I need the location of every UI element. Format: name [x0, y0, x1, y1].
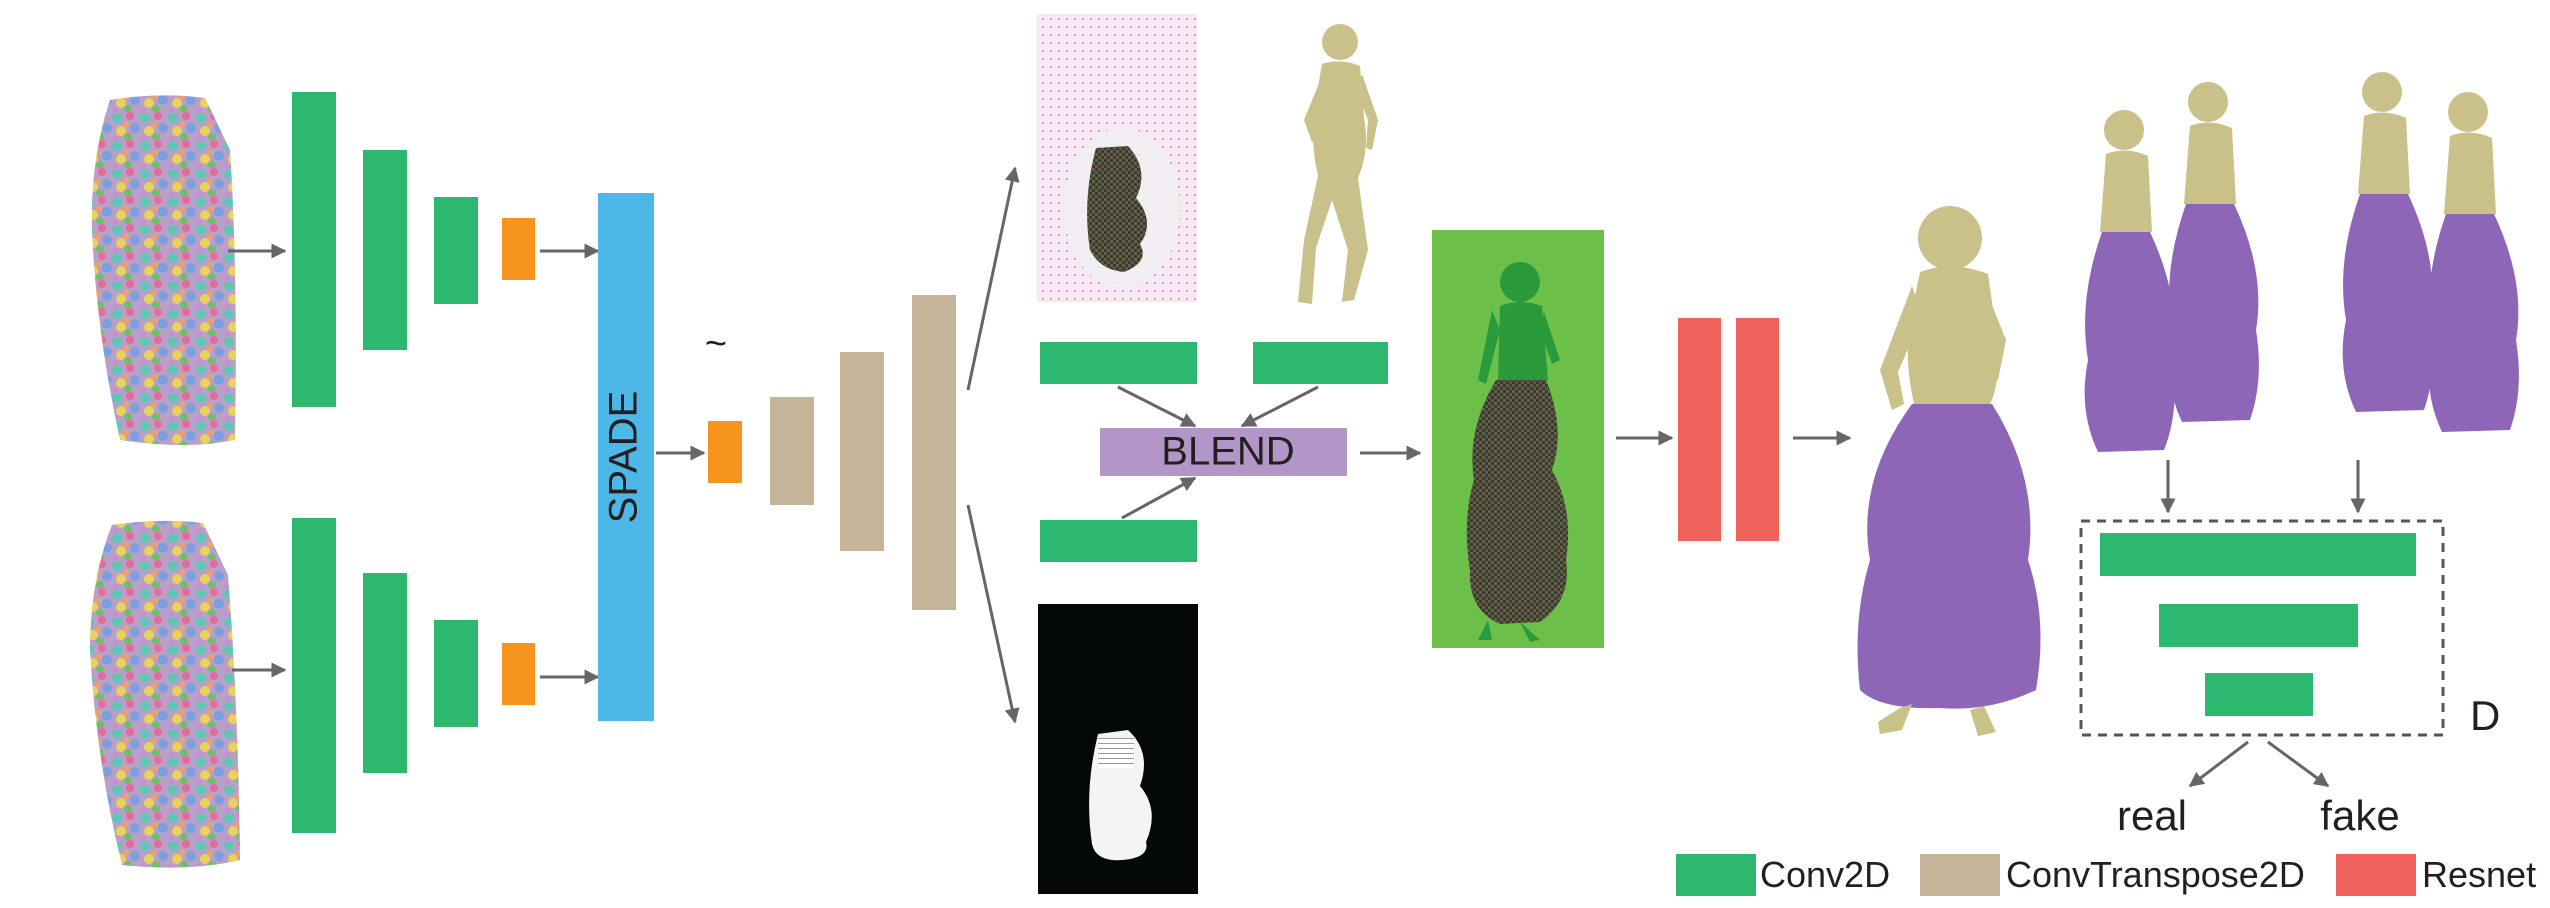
noise-texture-icon — [91, 95, 236, 445]
clothed-mannequin-icon — [2084, 110, 2175, 452]
clothed-mannequin-icon — [2428, 92, 2519, 432]
resnet-block — [1678, 318, 1721, 541]
legend-swatch-convtranspose — [1920, 854, 2000, 896]
fake-label: fake — [2320, 792, 2399, 839]
conv2d-block — [292, 92, 336, 407]
conv2d-block — [292, 518, 336, 833]
blended-render-image — [1432, 230, 1604, 648]
conv2d-block — [434, 620, 478, 727]
mask-icon — [1038, 604, 1198, 894]
conv2d-block — [363, 573, 407, 773]
mannequin-icon — [1298, 24, 1378, 304]
conv2d-block — [1040, 520, 1197, 562]
blend-label: BLEND — [1161, 430, 1294, 474]
conv2d-block — [434, 197, 478, 304]
resnet-block — [1736, 318, 1779, 541]
arrows-blend — [1117, 385, 1422, 520]
arrows-encoder — [228, 243, 600, 685]
tilde-label: ~ — [705, 323, 727, 365]
spade-block — [598, 193, 654, 721]
arrows-discriminator-out — [2188, 740, 2330, 788]
spade-label: SPADE — [602, 391, 646, 524]
legend-swatch-conv2d — [1676, 854, 1756, 896]
decoder — [770, 295, 956, 610]
clothed-mannequin-icon — [1857, 206, 2041, 736]
arrow — [966, 504, 1020, 724]
noise-texture-icon — [90, 520, 240, 868]
conv2d-block — [2100, 533, 2416, 576]
real-label: real — [2117, 792, 2187, 839]
arrows-discriminator-in — [2160, 460, 2366, 514]
latent-block — [502, 218, 535, 280]
encoder-top — [292, 92, 535, 407]
convtranspose-block — [770, 397, 814, 505]
conv2d-block — [363, 150, 407, 350]
conv2d-block — [2159, 604, 2358, 647]
convtranspose-block — [912, 295, 956, 610]
latent-block — [502, 643, 535, 705]
legend: Conv2D ConvTranspose2D Resnet — [1676, 854, 2536, 896]
discriminator-label: D — [2470, 692, 2500, 739]
clothed-mannequin-icon — [2342, 72, 2433, 412]
blend-block — [1100, 428, 1347, 476]
convtranspose-block — [840, 352, 884, 551]
legend-label-resnet: Resnet — [2422, 854, 2536, 895]
conv2d-block — [1040, 342, 1197, 384]
legend-label-convtranspose: ConvTranspose2D — [2006, 854, 2305, 895]
latent-block — [708, 421, 742, 483]
legend-label-conv2d: Conv2D — [1760, 854, 1890, 895]
discriminator-box — [2079, 519, 2445, 737]
encoder-bottom — [292, 518, 535, 833]
texture-output-image — [1037, 14, 1197, 302]
arrow — [966, 166, 1020, 391]
legend-swatch-resnet — [2336, 854, 2416, 896]
clothed-mannequin-icon — [2168, 82, 2259, 422]
conv2d-block — [1253, 342, 1388, 384]
conv2d-block — [2205, 673, 2313, 716]
